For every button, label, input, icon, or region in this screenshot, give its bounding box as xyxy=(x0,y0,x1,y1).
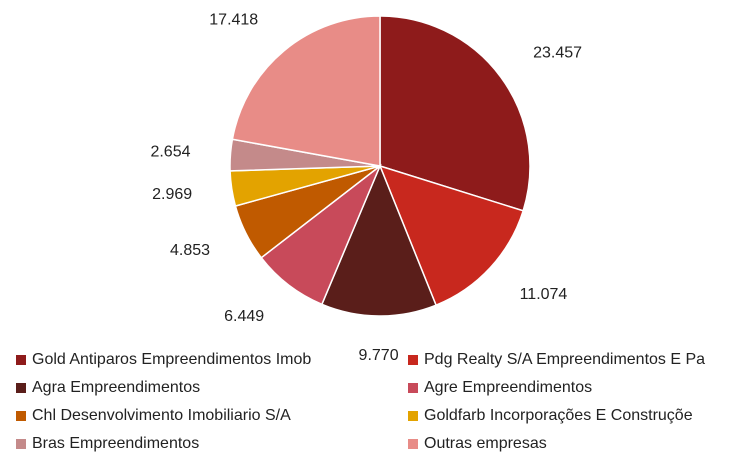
legend-swatch xyxy=(16,411,26,421)
legend-label: Pdg Realty S/A Empreendimentos E Pa xyxy=(424,351,705,368)
pie-slice xyxy=(231,15,381,167)
legend-swatch xyxy=(408,411,418,421)
pie-slice xyxy=(379,15,531,212)
legend-swatch xyxy=(16,439,26,449)
data-label: 2.969 xyxy=(152,186,192,203)
legend-swatch xyxy=(408,355,418,365)
legend-swatch xyxy=(16,383,26,393)
data-label: 2.654 xyxy=(150,143,190,160)
legend-label: Agre Empreendimentos xyxy=(424,379,592,396)
legend-label: Gold Antiparos Empreendimentos Imob xyxy=(32,351,311,368)
legend-swatch xyxy=(408,439,418,449)
legend-label: Bras Empreendimentos xyxy=(32,435,199,452)
legend-swatch xyxy=(16,355,26,365)
data-label: 4.853 xyxy=(170,242,210,259)
data-label: 6.449 xyxy=(224,308,264,325)
data-label: 9.770 xyxy=(359,347,399,364)
data-label: 17.418 xyxy=(209,11,258,28)
legend-label: Goldfarb Incorporações E Construçõe xyxy=(424,407,693,424)
pie-slice xyxy=(320,164,437,317)
legend-label: Agra Empreendimentos xyxy=(32,379,200,396)
legend-label: Chl Desenvolvimento Imobiliario S/A xyxy=(32,407,291,424)
data-label: 11.074 xyxy=(520,286,568,303)
pie-slice xyxy=(378,164,525,307)
legend-swatch xyxy=(408,383,418,393)
data-label: 23.457 xyxy=(533,45,582,62)
legend-label: Outras empresas xyxy=(424,435,547,452)
